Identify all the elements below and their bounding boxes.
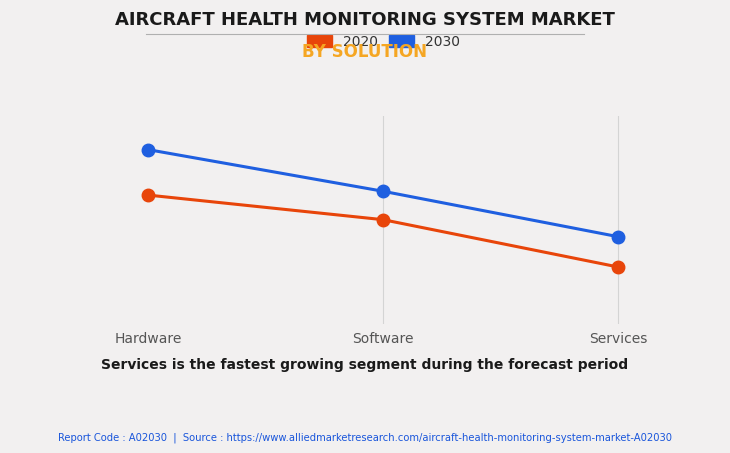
Legend: 2020, 2030: 2020, 2030 bbox=[307, 35, 460, 49]
Text: Services is the fastest growing segment during the forecast period: Services is the fastest growing segment … bbox=[101, 358, 629, 372]
Text: Report Code : A02030  |  Source : https://www.alliedmarketresearch.com/aircraft-: Report Code : A02030 | Source : https://… bbox=[58, 433, 672, 443]
Text: BY SOLUTION: BY SOLUTION bbox=[302, 43, 428, 61]
Text: AIRCRAFT HEALTH MONITORING SYSTEM MARKET: AIRCRAFT HEALTH MONITORING SYSTEM MARKET bbox=[115, 11, 615, 29]
